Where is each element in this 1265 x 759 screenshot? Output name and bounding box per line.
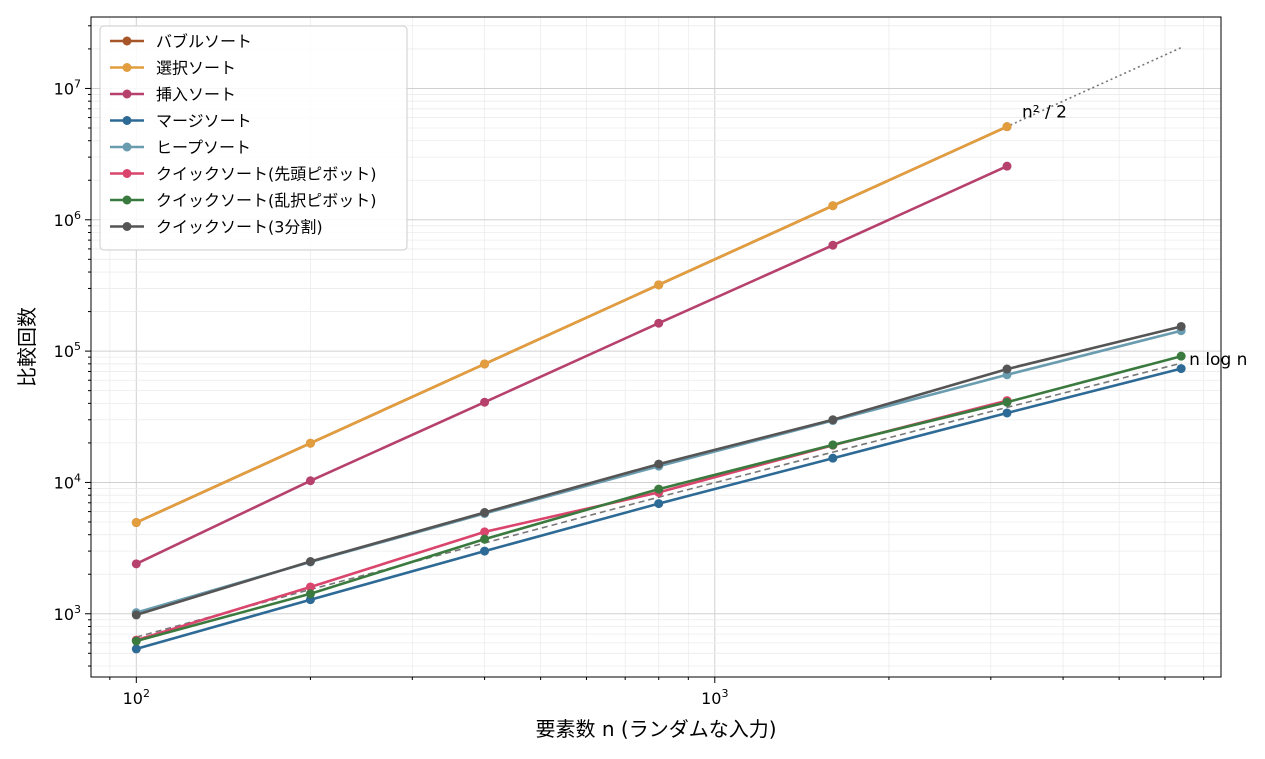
series-line [135, 165, 1008, 565]
data-point [1002, 397, 1012, 407]
legend-label: 挿入ソート [156, 85, 236, 104]
series-2 [131, 122, 1012, 528]
legend-swatch-marker [122, 89, 132, 99]
axis-ticks: 102 103 103 104 105 106 107 [54, 25, 1205, 708]
data-point [1176, 321, 1186, 331]
legend-entry: 選択ソート [110, 59, 236, 78]
y-tick-label: 104 [54, 471, 81, 492]
y-tick-label: 106 [54, 209, 81, 230]
data-point [480, 527, 490, 537]
data-point [1002, 364, 1012, 374]
data-point [654, 280, 664, 290]
data-point [305, 557, 315, 567]
legend-entry: クイックソート(3分割) [110, 218, 323, 237]
data-point [1176, 351, 1186, 361]
legend-label: クイックソート(乱択ピボット) [156, 191, 377, 210]
legend-entry: マージソート [110, 112, 252, 131]
legend: バブルソート選択ソート挿入ソートマージソートヒープソートクイックソート(先頭ピボ… [99, 25, 408, 251]
series-group [131, 122, 1186, 654]
data-point [828, 240, 838, 250]
data-point [131, 636, 141, 646]
data-point [828, 201, 838, 211]
y-axis-label: 比較回数 [15, 307, 39, 387]
legend-swatch-marker [122, 195, 132, 205]
legend-entry: クイックソート(乱択ピボット) [110, 191, 377, 210]
legend-swatch-marker [122, 222, 132, 231]
reference-labels: n² / 2 n log n [1022, 103, 1247, 371]
x-tick-label: 103 [701, 687, 728, 708]
data-point [654, 318, 664, 328]
legend-entry: 挿入ソート [110, 85, 236, 104]
data-point [480, 546, 490, 556]
data-point [1002, 408, 1012, 418]
data-point [305, 476, 315, 486]
legend-entry: クイックソート(先頭ピボット) [110, 165, 377, 184]
y-tick-label: 105 [54, 340, 81, 361]
data-point [480, 508, 490, 518]
legend-swatch-marker [122, 63, 132, 72]
legend-swatch-marker [122, 169, 132, 178]
data-point [654, 499, 664, 509]
legend-entry: ヒープソート [110, 138, 251, 157]
data-point [1176, 364, 1186, 374]
data-point [654, 459, 664, 469]
data-point [828, 453, 838, 463]
data-point [131, 644, 141, 654]
data-point [480, 534, 490, 544]
series-7 [131, 351, 1186, 646]
data-point [131, 518, 141, 528]
legend-entry: バブルソート [110, 32, 252, 51]
y-tick-label: 103 [54, 603, 81, 624]
legend-label: ヒープソート [156, 138, 251, 157]
legend-swatch-marker [122, 142, 132, 152]
legend-swatch-marker [122, 116, 132, 125]
data-point [305, 438, 315, 448]
series-8 [131, 321, 1186, 620]
data-point [480, 359, 490, 369]
legend-label: 選択ソート [156, 59, 236, 78]
x-axis-label: 要素数 n (ランダムな入力) [536, 717, 777, 741]
reference-label-nlogn: n log n [1189, 350, 1247, 370]
data-point [1002, 161, 1012, 171]
legend-swatch-marker [122, 36, 132, 46]
legend-label: マージソート [156, 112, 252, 131]
data-point [131, 610, 141, 620]
x-tick-label: 102 [123, 687, 150, 708]
data-point [654, 484, 664, 494]
legend-label: クイックソート(3分割) [156, 218, 323, 237]
legend-box [99, 25, 408, 251]
series-line [135, 125, 1008, 524]
plot-frame [90, 16, 1222, 678]
y-tick-label: 107 [54, 77, 81, 98]
legend-label: クイックソート(先頭ピボット) [156, 165, 377, 184]
data-point [305, 589, 315, 599]
series-3 [131, 161, 1012, 569]
legend-label: バブルソート [156, 32, 252, 51]
reference-label-n-squared: n² / 2 [1022, 103, 1067, 123]
data-point [828, 440, 838, 450]
data-point [480, 397, 490, 407]
data-point [1002, 122, 1012, 132]
data-point [305, 582, 315, 592]
data-point [828, 415, 838, 425]
data-point [131, 559, 141, 569]
